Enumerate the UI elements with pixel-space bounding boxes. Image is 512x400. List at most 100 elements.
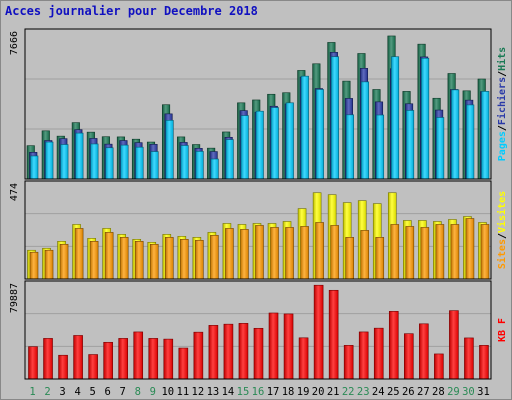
chart-title: Acces journalier pour Decembre 2018 bbox=[5, 4, 258, 18]
sites-bar bbox=[225, 228, 234, 280]
kbytes-bar bbox=[118, 338, 128, 380]
pages-bar bbox=[165, 120, 174, 180]
kbytes-bar bbox=[73, 335, 83, 380]
plot-panel-1-frame bbox=[24, 28, 492, 180]
kbytes-bar bbox=[268, 312, 279, 380]
day-label: 19 bbox=[297, 386, 310, 398]
kbytes-bar bbox=[223, 323, 234, 380]
pages-bar bbox=[150, 151, 159, 180]
pages-bar bbox=[421, 57, 430, 180]
pages-bar bbox=[45, 141, 54, 180]
kbytes-bar bbox=[238, 323, 249, 380]
kbytes-bar bbox=[88, 354, 98, 380]
top-panel-legend: Pages/Fichiers/Hits bbox=[496, 47, 508, 161]
kbytes-bar bbox=[208, 325, 219, 380]
kbytes-bar bbox=[178, 347, 189, 380]
pages-bar bbox=[240, 115, 249, 180]
sites-bar bbox=[134, 241, 144, 280]
sites-bar bbox=[300, 226, 309, 280]
day-label: 11 bbox=[177, 386, 190, 398]
kbytes-bar bbox=[253, 327, 264, 380]
pages-bar bbox=[120, 144, 129, 180]
kbytes-bar bbox=[313, 284, 324, 380]
day-label: 23 bbox=[357, 386, 370, 398]
day-label: 6 bbox=[105, 386, 111, 398]
pages-bar bbox=[451, 89, 460, 180]
pages-bar bbox=[390, 56, 400, 180]
sites-bar bbox=[330, 225, 339, 280]
pages-bar bbox=[270, 107, 279, 180]
kbytes-bar bbox=[28, 346, 38, 380]
day-label: 20 bbox=[312, 386, 325, 398]
top-panel-ymax-label: 7666 bbox=[9, 31, 20, 55]
day-label: 5 bbox=[89, 386, 95, 398]
day-label: 24 bbox=[372, 386, 385, 398]
sites-bar bbox=[390, 224, 400, 280]
legend-separator: / bbox=[497, 71, 508, 77]
pages-bar bbox=[300, 75, 309, 180]
day-label: 4 bbox=[74, 386, 80, 398]
sites-bar bbox=[104, 232, 114, 280]
kbytes-bar bbox=[193, 331, 204, 380]
sites-bar bbox=[345, 237, 354, 280]
sites-bar bbox=[450, 224, 460, 280]
day-label: 12 bbox=[192, 386, 205, 398]
day-label: 21 bbox=[327, 386, 340, 398]
day-label: 9 bbox=[150, 386, 156, 398]
day-label: 25 bbox=[387, 386, 400, 398]
plot-panel-2-frame bbox=[24, 180, 492, 280]
sites-bar bbox=[255, 225, 264, 280]
kbytes-bar bbox=[283, 313, 294, 380]
sites-bar bbox=[180, 239, 189, 280]
middle-panel-legend: Sites/Visites bbox=[496, 191, 508, 269]
day-label: 31 bbox=[477, 386, 490, 398]
kbytes-bar bbox=[328, 289, 339, 380]
legend-entry-f: F bbox=[497, 318, 508, 324]
sites-bar bbox=[360, 230, 370, 280]
sites-bar bbox=[465, 218, 475, 280]
day-label: 27 bbox=[417, 386, 430, 398]
day-label: 16 bbox=[252, 386, 265, 398]
pages-bar bbox=[90, 143, 99, 180]
sites-bar bbox=[119, 237, 129, 280]
kbytes-bar bbox=[464, 337, 474, 380]
day-label: 1 bbox=[29, 386, 35, 398]
pages-bar bbox=[406, 110, 415, 180]
pages-bar bbox=[75, 132, 84, 180]
kbytes-bar bbox=[404, 333, 414, 380]
legend-entry-sites: Sites bbox=[496, 239, 508, 269]
sites-bar bbox=[89, 241, 99, 280]
pages-bar bbox=[180, 145, 189, 180]
pages-bar bbox=[255, 110, 264, 180]
legend-entry-visites: Visites bbox=[496, 191, 508, 233]
pages-bar bbox=[436, 117, 445, 180]
sites-bar bbox=[420, 227, 430, 280]
sites-bar bbox=[315, 222, 324, 280]
pages-bar bbox=[195, 151, 204, 180]
sites-bar bbox=[164, 237, 174, 280]
kbytes-bar bbox=[148, 338, 159, 380]
kbytes-bar bbox=[43, 338, 53, 380]
pages-bar bbox=[481, 91, 490, 180]
day-label: 18 bbox=[282, 386, 295, 398]
sites-bar bbox=[375, 237, 385, 280]
kbytes-bar bbox=[103, 341, 113, 380]
pages-bar bbox=[345, 114, 354, 180]
day-label: 14 bbox=[222, 386, 235, 398]
pages-bar bbox=[135, 146, 144, 180]
legend-separator: / bbox=[497, 233, 508, 239]
pages-bar bbox=[30, 155, 39, 180]
sites-bar bbox=[210, 235, 219, 280]
sites-bar bbox=[44, 249, 54, 280]
sites-bar bbox=[240, 229, 249, 280]
bottom-panel-legend: KB F bbox=[497, 318, 508, 342]
kbytes-bar bbox=[434, 353, 444, 380]
bottom-panel-ymax-label: 79887 bbox=[9, 283, 20, 313]
day-label: 10 bbox=[161, 386, 174, 398]
day-label: 7 bbox=[120, 386, 126, 398]
legend-separator: / bbox=[497, 125, 508, 131]
day-label: 3 bbox=[59, 386, 65, 398]
legend-entry-kb: KB bbox=[497, 330, 508, 342]
kbytes-bar bbox=[373, 327, 384, 380]
